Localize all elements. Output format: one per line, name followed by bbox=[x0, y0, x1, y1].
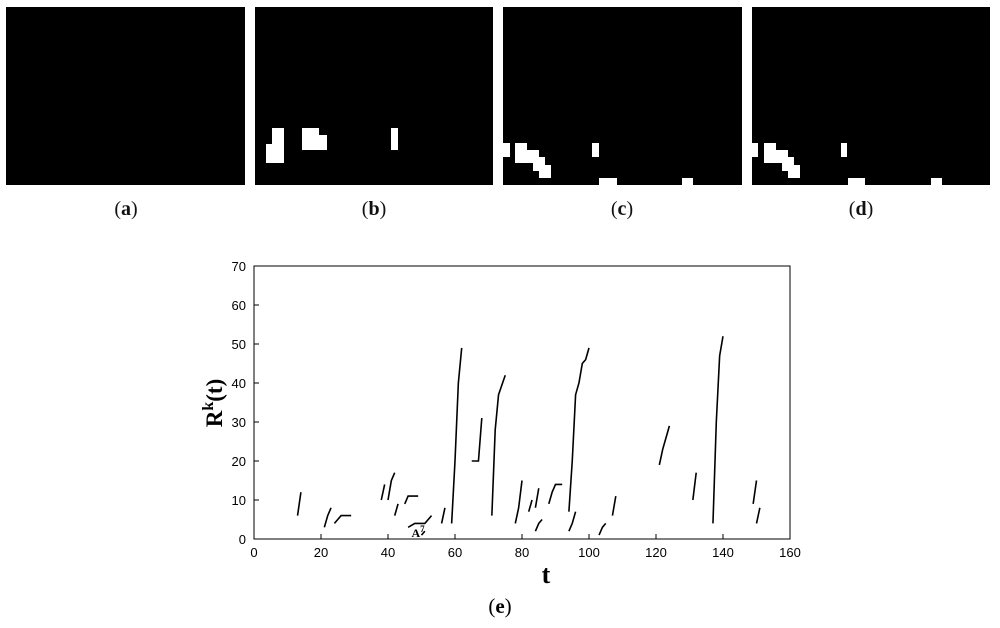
x-tick-label: 80 bbox=[515, 545, 529, 560]
series-segment bbox=[471, 418, 483, 462]
panel-c-image bbox=[503, 7, 742, 185]
series-segment bbox=[440, 507, 446, 524]
series-segment bbox=[611, 495, 617, 516]
series-segment bbox=[393, 503, 399, 516]
annotation-label: A7 bbox=[412, 524, 426, 540]
panel-label-c: (c) bbox=[610, 198, 634, 220]
panel-d-image bbox=[752, 7, 990, 185]
series-segment bbox=[323, 507, 332, 528]
white-block bbox=[682, 178, 693, 185]
white-block bbox=[752, 143, 758, 157]
series-segments bbox=[296, 336, 761, 536]
y-tick-label: 0 bbox=[239, 532, 246, 547]
white-block bbox=[266, 144, 284, 163]
series-segment bbox=[404, 495, 419, 505]
series-segment bbox=[491, 374, 507, 516]
series-segment bbox=[692, 472, 697, 501]
series-segment bbox=[333, 514, 352, 524]
panel-label-d: (d) bbox=[848, 198, 874, 220]
white-block bbox=[503, 143, 510, 157]
series-segment bbox=[407, 515, 433, 528]
series-segment bbox=[296, 492, 302, 516]
white-block bbox=[599, 178, 617, 185]
x-tick-label: 0 bbox=[250, 545, 257, 560]
series-segment bbox=[450, 347, 463, 524]
white-block bbox=[272, 128, 284, 144]
series-segment bbox=[534, 488, 540, 508]
x-tick-label: 160 bbox=[779, 545, 801, 560]
y-tick-label: 60 bbox=[232, 298, 246, 313]
series-segment bbox=[658, 425, 671, 466]
y-axis-ticks: 0 10 20 30 40 50 60 70 bbox=[232, 259, 259, 547]
white-block bbox=[319, 135, 327, 150]
white-block bbox=[764, 143, 776, 163]
y-axis-label: Rk(t) bbox=[200, 379, 227, 428]
white-block bbox=[931, 178, 942, 185]
y-tick-label: 70 bbox=[232, 259, 246, 274]
y-tick-label: 20 bbox=[232, 454, 246, 469]
panel-label-e: (e) bbox=[488, 594, 512, 618]
white-block bbox=[841, 143, 847, 157]
y-tick-label: 50 bbox=[232, 337, 246, 352]
series-segment bbox=[752, 480, 758, 505]
white-block bbox=[539, 165, 551, 178]
x-tick-label: 120 bbox=[645, 545, 667, 560]
series-segment bbox=[568, 511, 577, 532]
x-tick-label: 40 bbox=[381, 545, 395, 560]
plot-area bbox=[253, 265, 791, 540]
panel-label-a: (a) bbox=[114, 198, 138, 220]
series-segment bbox=[568, 347, 590, 512]
x-axis-ticks: 0 20 40 60 80 100 120 140 160 bbox=[250, 534, 801, 560]
x-tick-label: 60 bbox=[448, 545, 462, 560]
series-segment bbox=[527, 499, 533, 512]
white-block bbox=[515, 143, 527, 163]
white-block bbox=[788, 165, 800, 178]
x-tick-label: 140 bbox=[712, 545, 734, 560]
series-segment bbox=[598, 522, 607, 536]
y-tick-label: 40 bbox=[232, 376, 246, 391]
y-tick-label: 30 bbox=[232, 415, 246, 430]
series-segment bbox=[712, 336, 724, 524]
series-segment bbox=[420, 530, 426, 536]
white-block bbox=[391, 128, 398, 150]
series-segment bbox=[755, 507, 761, 524]
white-block bbox=[302, 128, 319, 150]
series-segment bbox=[548, 483, 563, 505]
series-segment bbox=[387, 472, 396, 501]
white-block bbox=[592, 143, 599, 157]
white-block bbox=[848, 178, 865, 185]
series-segment bbox=[514, 480, 523, 524]
series-segment bbox=[380, 484, 386, 501]
series-segment bbox=[534, 518, 543, 532]
x-tick-label: 20 bbox=[314, 545, 328, 560]
panel-b-image bbox=[255, 7, 493, 185]
panel-a-image bbox=[6, 7, 245, 185]
x-axis-label: t bbox=[542, 560, 551, 589]
x-tick-label: 100 bbox=[578, 545, 600, 560]
panel-label-b: (b) bbox=[361, 198, 387, 220]
y-tick-label: 10 bbox=[232, 493, 246, 508]
